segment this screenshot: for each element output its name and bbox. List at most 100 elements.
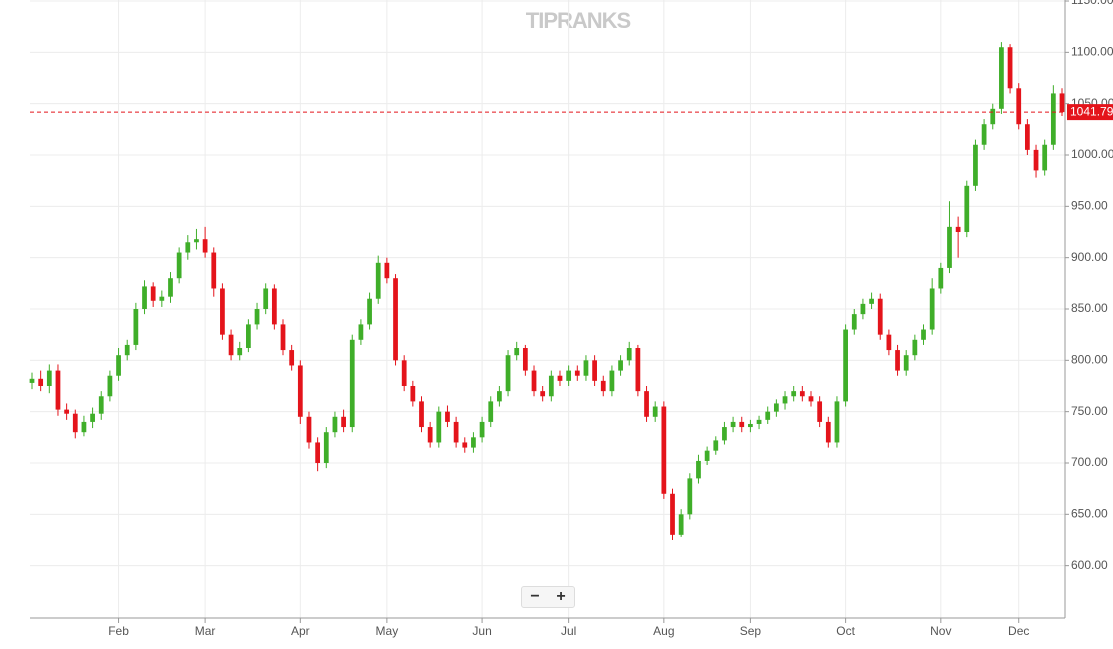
x-tick-label: Feb: [108, 624, 129, 638]
candle-body: [254, 309, 260, 325]
candle-body: [505, 355, 511, 392]
candle-body: [981, 124, 987, 145]
candle-body: [168, 278, 173, 297]
candle-body: [592, 360, 597, 381]
candle-body: [367, 298, 372, 325]
x-tick-label: Jun: [472, 624, 491, 638]
y-tick-label: 850.00: [1071, 301, 1108, 315]
candle-body: [38, 378, 44, 386]
candle-body: [713, 440, 719, 451]
x-tick-label: May: [376, 624, 399, 638]
x-tick-label: Aug: [653, 624, 674, 638]
zoom-controls: − +: [521, 586, 575, 608]
last-price-box: [1067, 104, 1113, 121]
candle-body: [860, 303, 866, 315]
candle-body: [782, 396, 788, 404]
y-tick-label: 1000.00: [1071, 147, 1113, 161]
y-tick-label: 800.00: [1071, 353, 1108, 367]
last-price-label: 1041.79: [1070, 104, 1113, 118]
candle-body: [817, 401, 823, 422]
candle-body: [497, 391, 502, 402]
candle-body: [955, 226, 961, 233]
candle-body: [903, 355, 909, 371]
candle-body: [263, 288, 269, 309]
candle-body: [81, 421, 87, 433]
candle-body: [635, 348, 641, 392]
candle-body: [618, 360, 623, 371]
candle-body: [687, 478, 693, 515]
candle-body: [1024, 124, 1030, 150]
candle-body: [393, 278, 398, 361]
candle-body: [332, 416, 338, 433]
candle-body: [626, 348, 632, 361]
candle-body: [1042, 144, 1048, 171]
candle-body: [194, 239, 199, 243]
candle-body: [116, 355, 121, 376]
y-tick-label: 950.00: [1071, 199, 1108, 213]
x-tick-label: Dec: [1008, 624, 1029, 638]
candle-body: [748, 423, 753, 428]
candle-body: [765, 411, 771, 420]
candle-body: [150, 286, 156, 301]
candle-body: [202, 239, 208, 253]
candle-body: [973, 144, 978, 186]
candle-body: [877, 298, 883, 335]
candle-body: [938, 267, 944, 289]
y-tick-label: 650.00: [1071, 506, 1108, 520]
candle-body: [1007, 47, 1013, 89]
candle-body: [401, 360, 407, 386]
candle-body: [704, 450, 710, 461]
candle-body: [574, 370, 580, 376]
candle-body: [912, 339, 918, 356]
candle-body: [1050, 93, 1056, 145]
candle-body: [289, 350, 295, 366]
candle-body: [730, 421, 736, 428]
candle-body: [358, 324, 364, 340]
candle-body: [29, 378, 35, 383]
candle-body: [306, 416, 312, 443]
candle-body: [990, 108, 996, 125]
y-tick-label: 1100.00: [1071, 45, 1113, 59]
candle-body: [531, 370, 537, 392]
candle-body: [609, 370, 615, 392]
candle-body: [479, 421, 485, 438]
candle-body: [142, 286, 147, 309]
candle-body: [488, 401, 494, 422]
candle-body: [107, 375, 113, 397]
watermark: TIPRANKS: [526, 8, 631, 33]
candle-body: [661, 406, 667, 494]
candle-body: [722, 427, 727, 441]
candle-body: [514, 348, 520, 356]
candle-body: [921, 329, 926, 340]
candle-body: [825, 421, 831, 443]
candle-body: [964, 185, 970, 233]
y-tick-label: 750.00: [1071, 404, 1108, 418]
candle-body: [739, 421, 745, 428]
zoom-in-button[interactable]: +: [556, 588, 566, 605]
candle-body: [237, 348, 243, 356]
candle-body: [228, 334, 234, 356]
candle-body: [600, 380, 606, 392]
candle-body: [869, 298, 874, 304]
candle-body: [72, 413, 78, 433]
candle-body: [566, 370, 572, 381]
candle-body: [929, 288, 935, 330]
candle-body: [375, 262, 381, 299]
candle-body: [176, 252, 182, 279]
candle-body: [90, 413, 95, 422]
x-tick-label: Nov: [930, 624, 951, 638]
candle-body: [315, 442, 321, 463]
candle-body: [851, 314, 857, 330]
candle-body: [185, 242, 191, 253]
candle-body: [947, 226, 952, 268]
candle-body: [886, 334, 892, 351]
candle-body: [341, 416, 346, 428]
zoom-out-button[interactable]: −: [530, 588, 540, 605]
candle-body: [124, 344, 130, 356]
candle-body: [445, 411, 450, 422]
candle-body: [791, 391, 797, 397]
candle-body: [271, 288, 277, 325]
candle-body: [557, 375, 563, 381]
candle-body: [999, 47, 1004, 109]
